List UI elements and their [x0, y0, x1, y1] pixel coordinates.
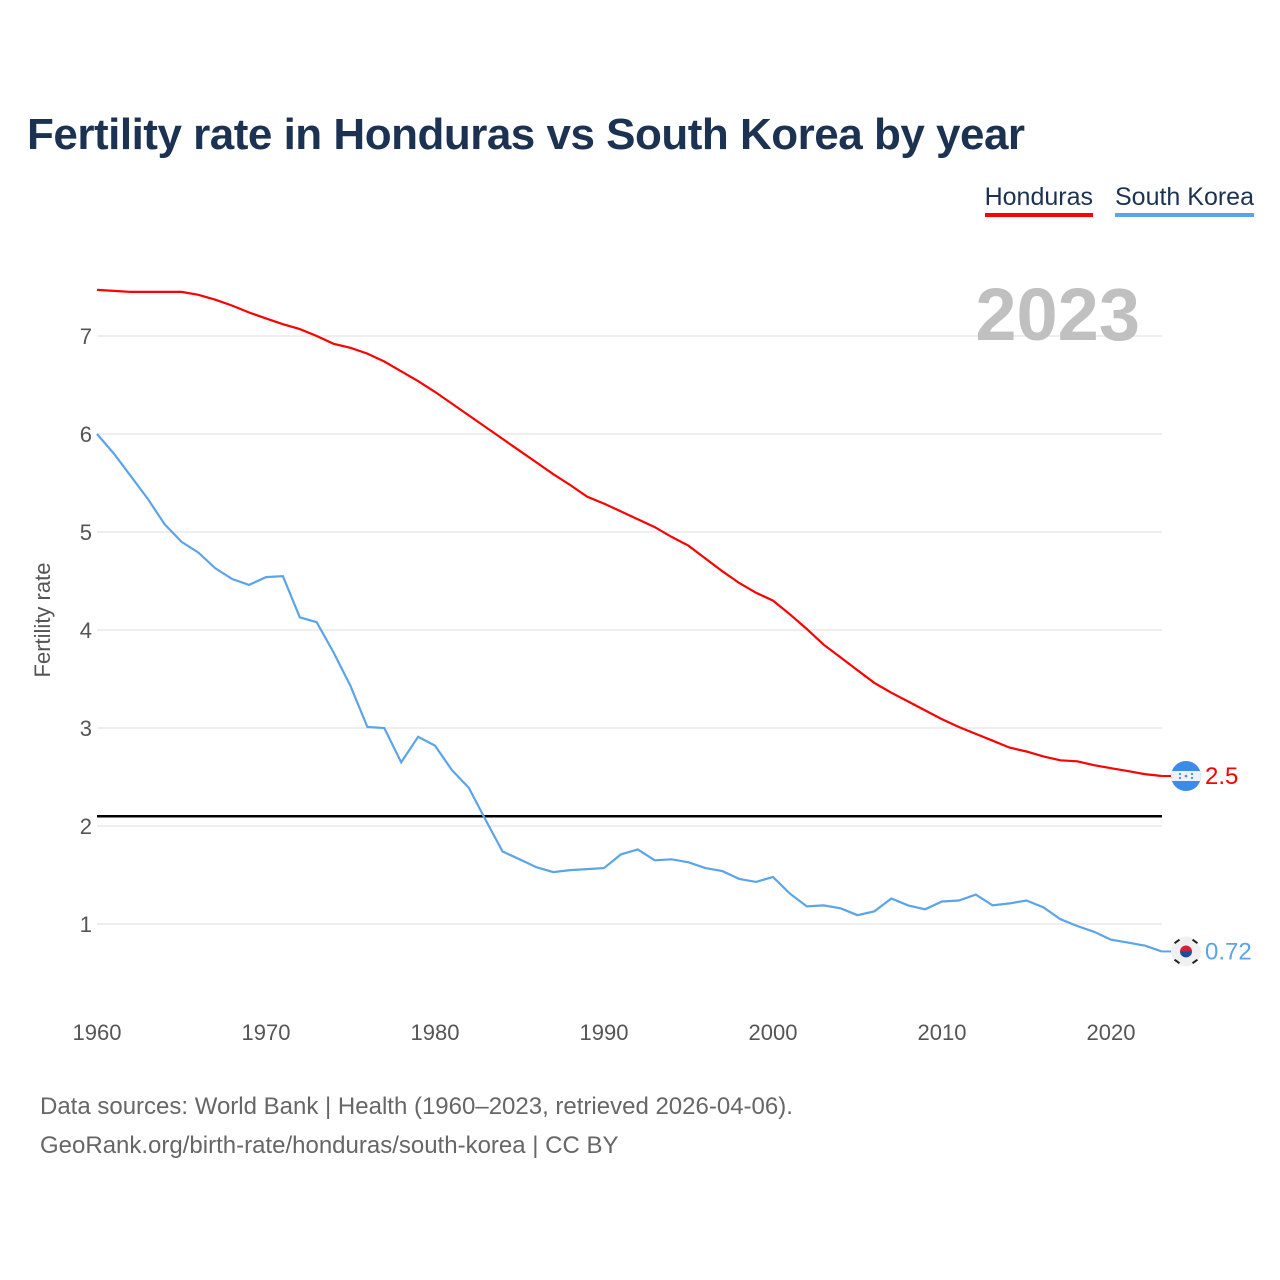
south-korea-flag-icon — [1171, 936, 1201, 967]
x-tick-label: 2020 — [1087, 1020, 1136, 1045]
y-tick-label: 1 — [80, 912, 92, 937]
y-axis-label: Fertility rate — [30, 563, 55, 678]
chart-title: Fertility rate in Honduras vs South Kore… — [27, 110, 1025, 159]
source-text: Data sources: World Bank | Health (1960–… — [40, 1093, 793, 1120]
y-tick-label: 2 — [80, 814, 92, 839]
legend-south-korea[interactable]: South Korea — [1115, 183, 1254, 217]
y-tick-label: 4 — [80, 618, 92, 643]
y-tick-label: 5 — [80, 520, 92, 545]
legend-honduras[interactable]: Honduras — [984, 183, 1093, 217]
x-tick-label: 1970 — [242, 1020, 291, 1045]
legend: Honduras South Korea — [984, 183, 1254, 217]
year-label: 2023 — [975, 273, 1140, 356]
y-tick-label: 6 — [80, 422, 92, 447]
honduras-end-label: 2.5 — [1205, 763, 1238, 790]
series-line-south-korea — [96, 433, 1163, 953]
honduras-flag-icon — [1171, 761, 1201, 792]
source-link[interactable]: GeoRank.org/birth-rate/honduras/south-ko… — [40, 1132, 619, 1159]
x-tick-label: 1990 — [580, 1020, 629, 1045]
x-tick-label: 1960 — [73, 1020, 122, 1045]
series-line-honduras — [96, 288, 1162, 778]
y-tick-label: 7 — [80, 324, 92, 349]
y-tick-label: 3 — [80, 716, 92, 741]
footer: Data sources: World Bank | Health (1960–… — [40, 1087, 793, 1165]
x-tick-label: 2000 — [749, 1020, 798, 1045]
x-tick-label: 1980 — [411, 1020, 460, 1045]
south-korea-end-label: 0.72 — [1205, 938, 1252, 965]
x-tick-label: 2010 — [918, 1020, 967, 1045]
